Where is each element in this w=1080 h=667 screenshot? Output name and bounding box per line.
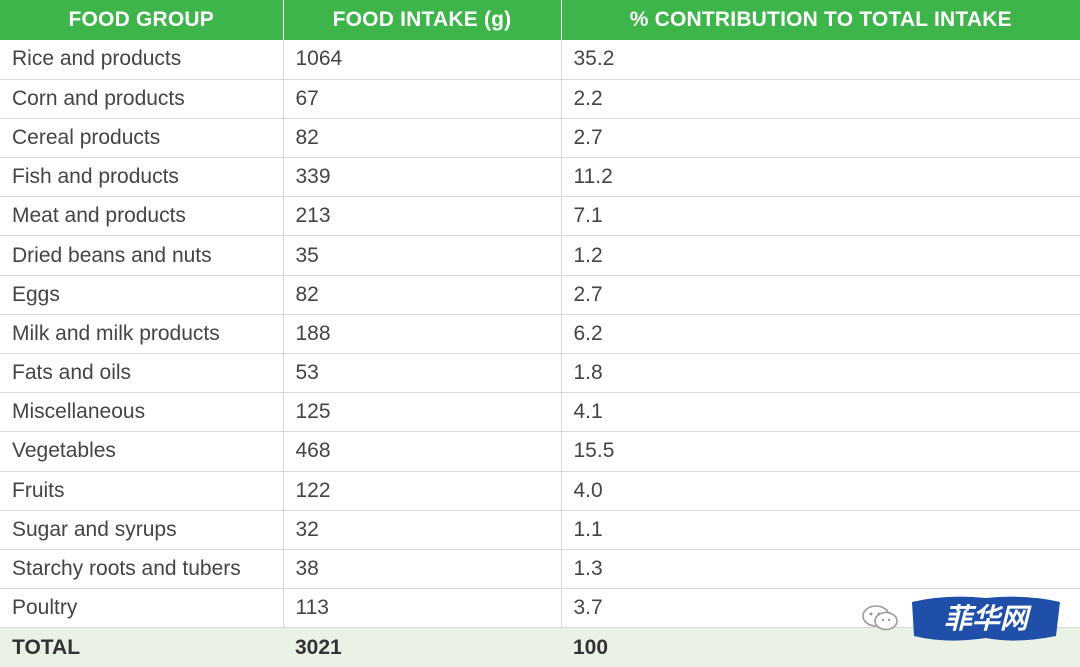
cell-food-intake: 468 [283, 431, 562, 472]
header-percent-contribution: % CONTRIBUTION TO TOTAL INTAKE [561, 0, 1080, 40]
cell-food-group: Fruits [0, 471, 284, 511]
cell-food-group: Fish and products [0, 157, 284, 198]
cell-food-group: Starchy roots and tubers [0, 549, 284, 590]
table-row: Cereal products 82 2.7 [0, 118, 1080, 159]
cell-food-intake: 38 [283, 549, 562, 590]
cell-food-intake: 82 [283, 275, 562, 315]
cell-percent: 6.2 [561, 314, 1080, 355]
table-row: Dried beans and nuts 35 1.2 [0, 235, 1080, 276]
cell-food-intake: 113 [283, 588, 562, 629]
cell-food-intake: 213 [283, 196, 562, 237]
cell-percent: 7.1 [561, 196, 1080, 237]
cell-food-group: Miscellaneous [0, 392, 284, 433]
table-row: Milk and milk products 188 6.2 [0, 314, 1080, 355]
table-row: Starchy roots and tubers 38 1.3 [0, 549, 1080, 590]
cell-percent: 1.8 [561, 353, 1080, 394]
table-row: Corn and products 67 2.2 [0, 79, 1080, 119]
cell-food-group: Poultry [0, 588, 284, 629]
cell-food-intake: 122 [283, 471, 562, 511]
table-row: Sugar and syrups 32 1.1 [0, 510, 1080, 550]
watermark: 菲华网 [860, 588, 1072, 648]
cell-percent: 4.0 [561, 471, 1080, 511]
table-row: Miscellaneous 125 4.1 [0, 392, 1080, 433]
cell-food-intake: 125 [283, 392, 562, 433]
cell-food-intake: 32 [283, 510, 562, 550]
total-food-intake: 3021 [283, 627, 561, 667]
cell-food-intake: 53 [283, 353, 562, 394]
header-food-intake: FOOD INTAKE (g) [283, 0, 562, 40]
cell-food-group: Meat and products [0, 196, 284, 237]
total-row: TOTAL 3021 100 [0, 627, 1080, 667]
cell-percent: 2.7 [561, 118, 1080, 159]
watermark-text: 菲华网 [944, 602, 1032, 635]
cell-food-group: Dried beans and nuts [0, 235, 284, 276]
wechat-bubble-icon [862, 605, 898, 631]
header-food-group: FOOD GROUP [0, 0, 284, 40]
cell-food-group: Corn and products [0, 79, 284, 119]
cell-food-intake: 1064 [283, 40, 562, 80]
cell-food-group: Sugar and syrups [0, 510, 284, 550]
cell-percent: 1.3 [561, 549, 1080, 590]
cell-food-group: Cereal products [0, 118, 284, 159]
cell-food-intake: 339 [283, 157, 562, 198]
cell-food-group: Rice and products [0, 40, 284, 80]
cell-percent: 2.2 [561, 79, 1080, 119]
total-label: TOTAL [0, 627, 283, 667]
cell-percent: 15.5 [561, 431, 1080, 472]
table-body: Rice and products 1064 35.2 Corn and pro… [0, 40, 1080, 667]
cell-food-intake: 188 [283, 314, 562, 355]
cell-food-group: Fats and oils [0, 353, 284, 394]
table-row: Rice and products 1064 35.2 [0, 40, 1080, 80]
header-row: FOOD GROUP FOOD INTAKE (g) % CONTRIBUTIO… [0, 0, 1080, 40]
cell-food-intake: 82 [283, 118, 562, 159]
table-row: Eggs 82 2.7 [0, 275, 1080, 315]
watermark-logo: 菲华网 [912, 596, 1060, 641]
table-row: Fruits 122 4.0 [0, 471, 1080, 511]
cell-percent: 1.2 [561, 235, 1080, 276]
cell-percent: 35.2 [561, 40, 1080, 80]
table-header: FOOD GROUP FOOD INTAKE (g) % CONTRIBUTIO… [0, 0, 1080, 40]
cell-percent: 11.2 [561, 157, 1080, 198]
table-row: Fish and products 339 11.2 [0, 157, 1080, 198]
cell-food-group: Vegetables [0, 431, 284, 472]
table-row: Vegetables 468 15.5 [0, 431, 1080, 472]
table-row: Fats and oils 53 1.8 [0, 353, 1080, 394]
table-row: Meat and products 213 7.1 [0, 196, 1080, 237]
cell-food-intake: 67 [283, 79, 562, 119]
cell-percent: 1.1 [561, 510, 1080, 550]
cell-percent: 4.1 [561, 392, 1080, 433]
cell-food-group: Milk and milk products [0, 314, 284, 355]
cell-percent: 2.7 [561, 275, 1080, 315]
cell-food-group: Eggs [0, 275, 284, 315]
cell-food-intake: 35 [283, 235, 562, 276]
